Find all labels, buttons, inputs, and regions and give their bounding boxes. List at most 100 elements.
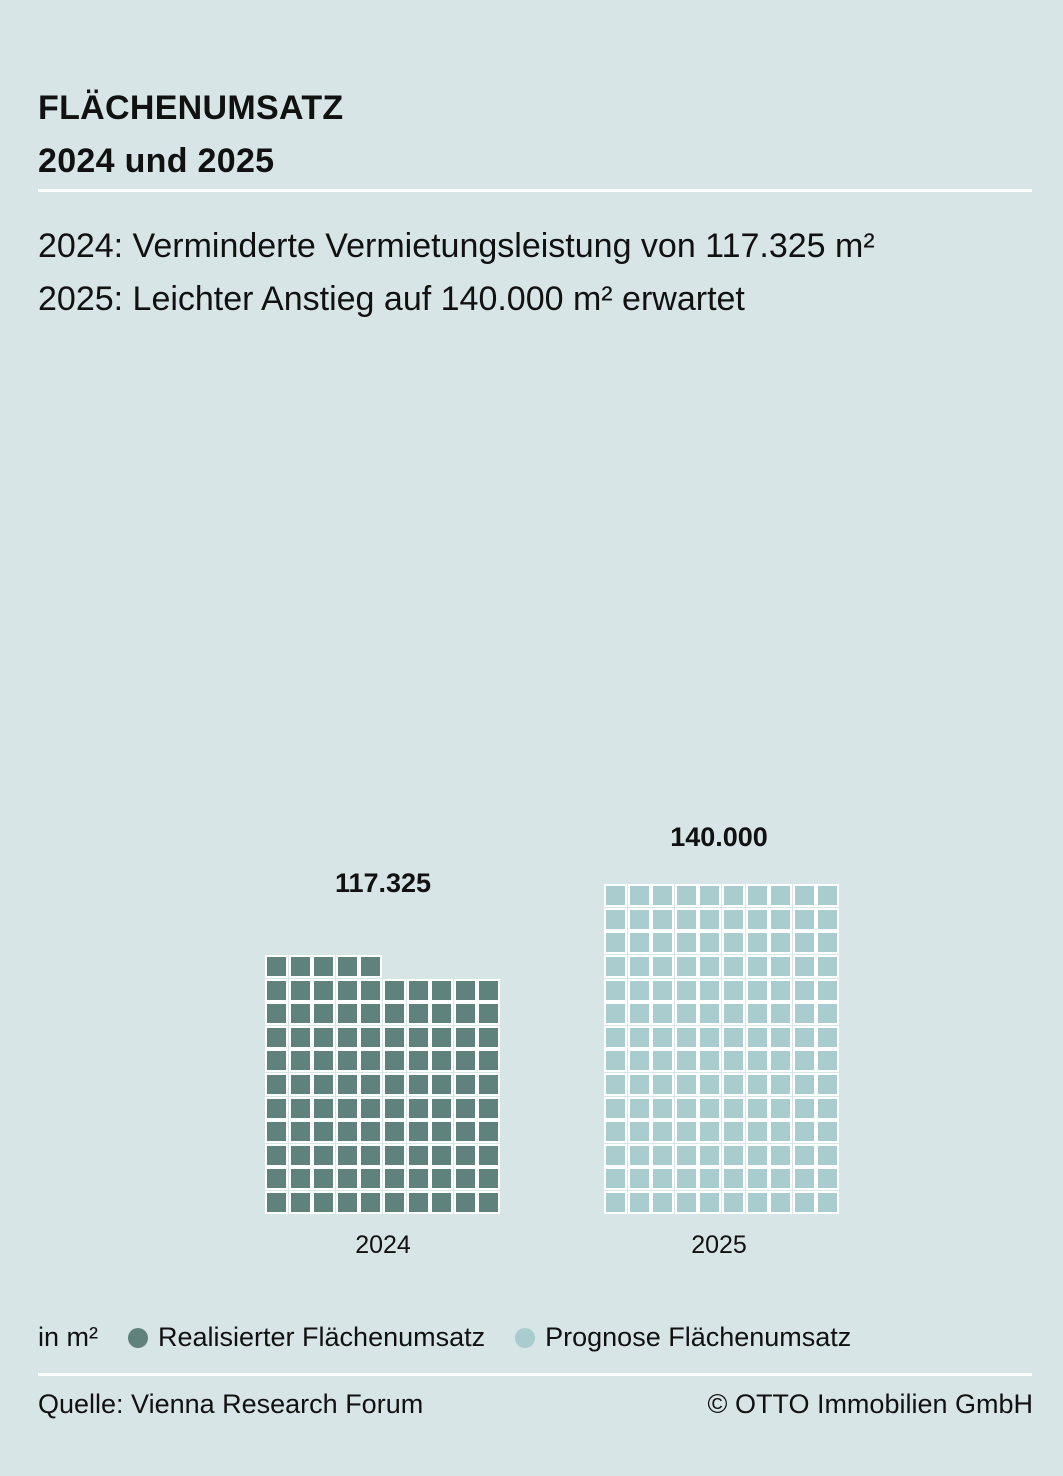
waffle-cell-2024 xyxy=(430,1025,454,1049)
waffle-cell-2025 xyxy=(769,907,793,931)
waffle-cell-2025 xyxy=(698,954,722,978)
waffle-cell-2024 xyxy=(288,1073,312,1096)
waffle-cell-2025 xyxy=(651,1190,675,1214)
waffle-cell-2024 xyxy=(288,1191,312,1214)
waffle-cell-2025 xyxy=(792,1120,816,1144)
waffle-cell-2025 xyxy=(745,1049,769,1073)
waffle-cell-2024 xyxy=(453,1120,477,1144)
waffle-cell-2025 xyxy=(792,1167,816,1191)
waffle-cell-2024 xyxy=(406,1191,430,1214)
waffle-cell-2024 xyxy=(288,1049,312,1073)
waffle-cell-2025 xyxy=(816,931,840,955)
waffle-cell-2025 xyxy=(674,1143,698,1167)
waffle-cell-2025 xyxy=(722,1002,745,1026)
waffle-cell-2024 xyxy=(383,978,406,1002)
waffle-cell-2025 xyxy=(792,1002,816,1026)
waffle-cell-2025 xyxy=(792,931,816,955)
waffle-cell-2025 xyxy=(651,1096,675,1120)
waffle-cell-2025 xyxy=(651,1167,675,1191)
waffle-cell-2024 xyxy=(406,1002,430,1026)
waffle-cell-2025 xyxy=(816,1120,840,1144)
waffle-cell-2025 xyxy=(816,1143,840,1167)
waffle-cell-2025 xyxy=(769,1120,793,1144)
waffle-cell-2024 xyxy=(430,1049,454,1073)
waffle-cell-2024 xyxy=(335,1025,359,1049)
waffle-cell-2024 xyxy=(312,1002,336,1026)
waffle-cell-2024 xyxy=(406,1167,430,1191)
waffle-cell-2025 xyxy=(674,1120,698,1144)
waffle-cell-2025 xyxy=(651,1049,675,1073)
waffle-cell-2024 xyxy=(265,1120,288,1144)
waffle-cell-2025 xyxy=(604,1167,627,1191)
waffle-cell-2025 xyxy=(627,1167,651,1191)
waffle-cell-2025 xyxy=(698,1096,722,1120)
waffle-cell-2025 xyxy=(816,954,840,978)
waffle-cell-2024 xyxy=(312,1025,336,1049)
waffle-cell-2025 xyxy=(627,907,651,931)
waffle-cell-2024 xyxy=(288,1002,312,1026)
waffle-cell-2025 xyxy=(769,1025,793,1049)
waffle-cell-2025 xyxy=(698,978,722,1002)
waffle-cell-2025 xyxy=(674,954,698,978)
waffle-cell-2025 xyxy=(674,1025,698,1049)
waffle-cell-2024 xyxy=(453,1167,477,1191)
waffle-cell-2024 xyxy=(477,1073,501,1096)
waffle-cell-2025 xyxy=(792,1190,816,1214)
top-divider xyxy=(38,189,1032,192)
waffle-cell-2024 xyxy=(288,1025,312,1049)
value-label-2024: 117.325 xyxy=(334,868,432,898)
legend-dot-forecast xyxy=(515,1327,536,1348)
waffle-cell-2025 xyxy=(816,1072,840,1096)
waffle-cell-2024 xyxy=(359,1167,383,1191)
waffle-cell-2025 xyxy=(792,1049,816,1073)
waffle-cell-2025 xyxy=(769,954,793,978)
waffle-cell-2024 xyxy=(383,1073,406,1096)
waffle-cell-2025 xyxy=(792,1072,816,1096)
waffle-cell-2024 xyxy=(406,1025,430,1049)
waffle-cell-2025 xyxy=(698,1072,722,1096)
waffle-cell-2024 xyxy=(477,1143,501,1167)
waffle-cell-2025 xyxy=(745,1167,769,1191)
source-note: Quelle: Vienna Research Forum xyxy=(38,1389,424,1419)
waffle-cell-2024 xyxy=(288,955,312,978)
waffle-cell-2024 xyxy=(430,1167,454,1191)
waffle-cell-2024 xyxy=(383,1120,406,1144)
waffle-cell-2025 xyxy=(627,884,651,908)
waffle-cell-2024 xyxy=(312,1167,336,1191)
waffle-cell-2025 xyxy=(722,1120,745,1144)
waffle-cell-2025 xyxy=(792,884,816,908)
waffle-cell-2025 xyxy=(722,954,745,978)
waffle-cell-2025 xyxy=(769,1190,793,1214)
waffle-cell-2024 xyxy=(477,1167,501,1191)
waffle-cell-2025 xyxy=(769,1143,793,1167)
waffle-cell-2024 xyxy=(312,1049,336,1073)
waffle-cell-2024 xyxy=(359,1049,383,1073)
waffle-cell-2024 xyxy=(383,1002,406,1026)
waffle-cell-2024 xyxy=(430,978,454,1002)
title-line-2: 2024 und 2025 xyxy=(38,142,275,180)
waffle-cell-2024 xyxy=(453,1096,477,1120)
waffle-cell-2024 xyxy=(312,1073,336,1096)
legend-label-forecast: Prognose Flächenumsatz xyxy=(545,1322,852,1352)
waffle-cell-2025 xyxy=(604,1025,627,1049)
waffle-cell-2025 xyxy=(651,978,675,1002)
waffle-cell-2025 xyxy=(722,1143,745,1167)
waffle-cell-2025 xyxy=(745,978,769,1002)
waffle-cell-2024 xyxy=(430,1143,454,1167)
waffle-cell-2024 xyxy=(383,1167,406,1191)
waffle-cell-2024 xyxy=(453,1049,477,1073)
waffle-cell-2024 xyxy=(288,1096,312,1120)
waffle-cell-2025 xyxy=(651,954,675,978)
waffle-cell-2024 xyxy=(265,978,288,1002)
waffle-cell-2025 xyxy=(745,1120,769,1144)
waffle-cell-2024 xyxy=(430,1191,454,1214)
waffle-cell-2025 xyxy=(674,1049,698,1073)
waffle-cell-2025 xyxy=(627,1190,651,1214)
waffle-cell-2025 xyxy=(674,931,698,955)
waffle-cell-2025 xyxy=(698,1025,722,1049)
waffle-cell-2025 xyxy=(769,1167,793,1191)
waffle-cell-2025 xyxy=(627,954,651,978)
waffle-cell-2025 xyxy=(674,1190,698,1214)
value-label-2025: 140.000 xyxy=(670,822,768,852)
waffle-cell-2025 xyxy=(722,1072,745,1096)
